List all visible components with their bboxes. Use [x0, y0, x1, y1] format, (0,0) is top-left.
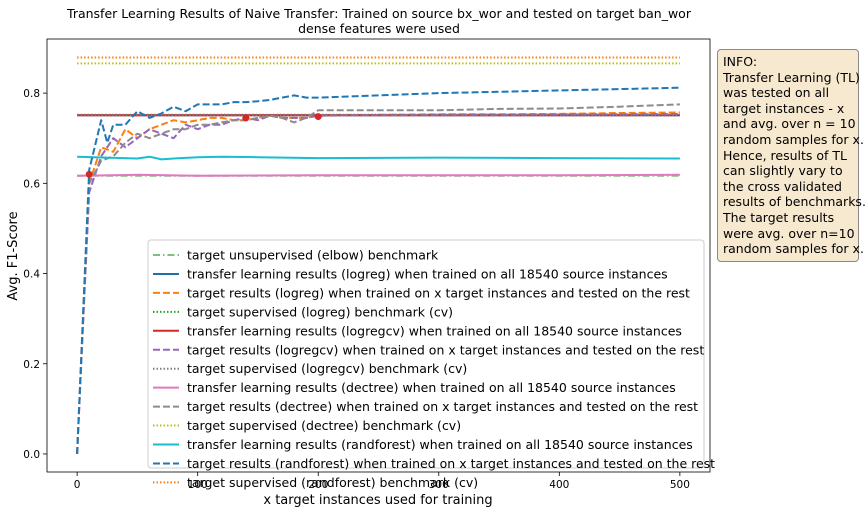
x-tick-label: 100: [188, 479, 208, 491]
legend-label-6: target supervised (logregcv) benchmark (…: [187, 361, 467, 376]
info-box: INFO: Transfer Learning (TL) was tested …: [717, 49, 866, 262]
x-tick-label: 400: [549, 479, 569, 491]
data-marker-2: [314, 113, 322, 121]
legend-label-1: transfer learning results (logreg) when …: [187, 266, 668, 281]
info-line: The target results: [723, 209, 835, 225]
info-line: can slightly vary to: [723, 163, 843, 179]
legend-label-5: target results (logregcv) when trained o…: [187, 342, 704, 357]
info-line: random samples for x.: [723, 241, 864, 257]
info-line: was tested on all: [723, 85, 830, 101]
plot-lines: [76, 56, 680, 455]
legend-label-7: transfer learning results (dectree) when…: [187, 380, 676, 395]
info-line: the cross validated: [723, 178, 842, 194]
markers: [85, 113, 322, 178]
info-line: were avg. over n=10: [723, 225, 855, 241]
x-tick-label: 200: [308, 479, 328, 491]
info-line: and avg. over n = 10: [723, 116, 856, 132]
data-marker-0: [85, 170, 93, 178]
series-line-7: [77, 173, 680, 177]
legend-label-11: target results (randforest) when trained…: [187, 456, 715, 471]
info-line: results of benchmarks.: [723, 194, 866, 210]
y-tick-label: 0.2: [23, 359, 40, 371]
y-tick-label: 0.4: [23, 269, 40, 281]
y-tick-label: 0.0: [23, 449, 40, 461]
x-axis: 0 100 200 300 400 500: [74, 472, 690, 491]
y-tick-label: 0.6: [23, 178, 40, 190]
x-tick-label: 300: [429, 479, 449, 491]
x-tick-label: 500: [670, 479, 690, 491]
legend-label-3: target supervised (logreg) benchmark (cv…: [187, 304, 453, 319]
x-axis-label: x target instances used for training: [263, 493, 492, 508]
legend-label-2: target results (logreg) when trained on …: [187, 285, 690, 300]
y-axis: 0.0 0.2 0.4 0.6 0.8: [23, 88, 47, 461]
series-line-10: [77, 155, 680, 161]
legend-box: [147, 239, 705, 469]
x-tick-label: 0: [74, 479, 81, 491]
info-line: Transfer Learning (TL): [723, 69, 860, 85]
series-line-8: [76, 103, 680, 455]
legend-label-9: target supervised (dectree) benchmark (c…: [187, 418, 461, 433]
legend-label-0: target unsupervised (elbow) benchmark: [187, 248, 439, 263]
legend-label-10: transfer learning results (randforest) w…: [187, 437, 693, 452]
legend: target unsupervised (elbow) benchmark tra…: [147, 239, 715, 490]
legend-label-4: transfer learning results (logregcv) whe…: [187, 323, 682, 338]
info-line: Hence, results of TL: [723, 147, 847, 163]
data-marker-1: [242, 114, 250, 122]
series-line-11: [76, 86, 680, 455]
chart-title: Transfer Learning Results of Naive Trans…: [66, 6, 692, 21]
info-line: INFO:: [723, 54, 758, 69]
legend-label-8: target results (dectree) when trained on…: [187, 399, 698, 414]
chart-subtitle: dense features were used: [298, 21, 460, 36]
y-axis-label: Avg. F1-Score: [6, 211, 21, 300]
info-line: target instances - x: [723, 100, 845, 116]
info-line: random samples for x.: [723, 131, 864, 147]
plot-frame: [46, 38, 711, 473]
y-tick-label: 0.8: [23, 88, 40, 100]
legend-label-12: target supervised (randforest) benchmark…: [187, 475, 478, 490]
